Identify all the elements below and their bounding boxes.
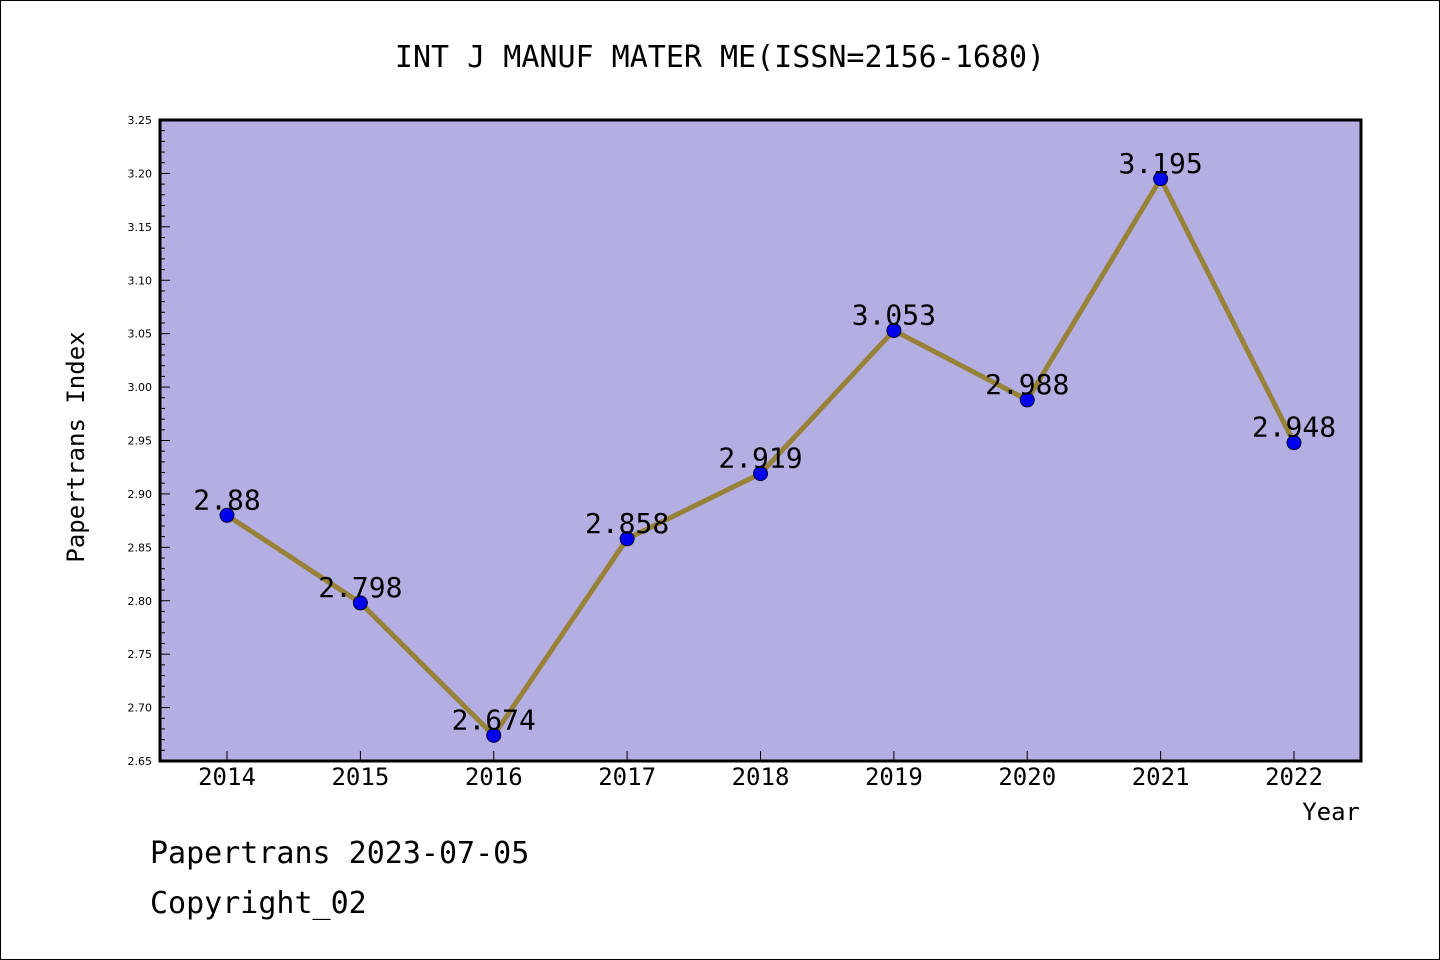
y-tick-label: 2.85 <box>128 541 153 554</box>
data-label: 3.053 <box>852 298 936 331</box>
data-point <box>1153 171 1169 187</box>
footer-date: Papertrans 2023-07-05 <box>150 836 530 871</box>
y-tick-label: 3.05 <box>128 328 153 341</box>
series-line-group <box>219 171 1302 743</box>
x-tick-label: 2016 <box>465 763 523 791</box>
y-tick-label: 2.75 <box>128 648 153 661</box>
data-point <box>219 507 235 523</box>
data-label: 2.88 <box>193 483 260 516</box>
x-tick-label: 2022 <box>1265 763 1323 791</box>
y-tick-label: 3.25 <box>128 114 153 127</box>
data-label: 2.858 <box>585 507 669 540</box>
chart-title: INT J MANUF MATER ME(ISSN=2156-1680) <box>395 40 1045 75</box>
data-point <box>1019 392 1035 408</box>
y-tick-label: 2.70 <box>128 702 153 715</box>
x-tick-label: 2015 <box>331 763 389 791</box>
x-tick-label: 2020 <box>998 763 1056 791</box>
data-point <box>753 466 768 482</box>
y-tick-label: 2.95 <box>128 435 153 448</box>
y-axis: 2.65 2.70 2.75 2.80 2.85 2.90 2.95 3.00 3.05 3.10… <box>128 114 170 768</box>
x-axis-label: Year <box>1302 798 1360 826</box>
data-point <box>886 322 902 338</box>
plot-border <box>158 118 1363 763</box>
y-tick-label: 3.00 <box>128 381 153 394</box>
footer-copyright: Copyright_02 <box>150 886 367 921</box>
data-label: 2.919 <box>718 442 802 475</box>
y-tick-label: 3.20 <box>128 167 153 180</box>
y-tick-label: 2.90 <box>128 488 153 501</box>
y-axis-label: Papertrans Index <box>62 331 90 562</box>
data-label: 2.948 <box>1252 411 1336 444</box>
data-point <box>352 595 368 611</box>
data-point <box>1286 435 1302 451</box>
data-label: 2.988 <box>985 368 1069 401</box>
x-tick-label: 2017 <box>598 763 656 791</box>
x-tick-label: 2021 <box>1132 763 1190 791</box>
x-tick-label: 2014 <box>198 763 256 791</box>
plot-area <box>160 120 1361 761</box>
x-tick-label: 2019 <box>865 763 923 791</box>
data-label: 2.798 <box>318 571 402 604</box>
y-tick-label: 2.80 <box>128 595 153 608</box>
data-point <box>619 531 635 547</box>
y-tick-label: 3.10 <box>128 274 153 287</box>
y-tick-label: 3.15 <box>128 221 153 234</box>
data-label: 3.195 <box>1118 147 1202 180</box>
data-labels: 2.88 2.798 2.674 2.858 2.919 3.053 2.988 3.195 2… <box>193 147 1336 737</box>
data-point <box>486 727 502 743</box>
data-label: 2.674 <box>452 703 536 736</box>
x-axis: 2014 2015 2016 2017 2018 2019 2020 2021 2022 <box>198 751 1323 791</box>
x-tick-label: 2018 <box>732 763 790 791</box>
y-tick-label: 2.65 <box>128 755 153 768</box>
